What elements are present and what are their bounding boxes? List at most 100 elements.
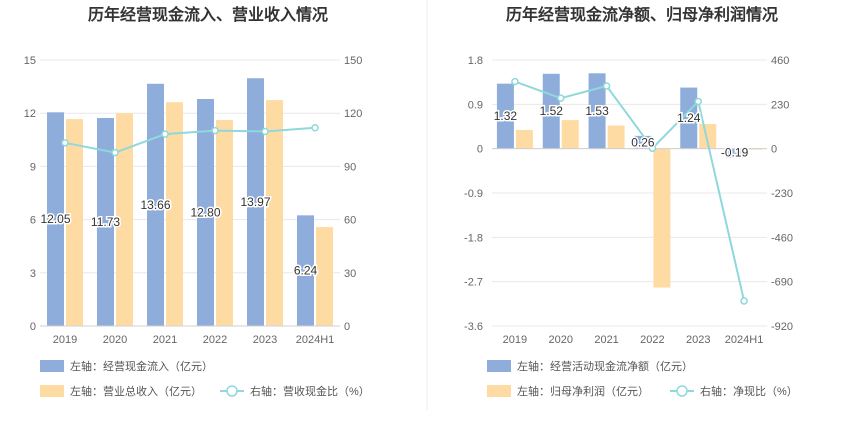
series-0-bar xyxy=(680,87,698,149)
series-0-data-label: 13.97 xyxy=(240,195,270,209)
legend-swatch-bar xyxy=(487,385,511,397)
x-axis-tick-label: 2020 xyxy=(103,334,127,346)
legend-label: 右轴：营收现金比（%） xyxy=(250,384,370,398)
series-1-bar xyxy=(607,125,625,149)
left-axis-tick-label: -2.7 xyxy=(464,277,483,289)
legend-label: 左轴：归母净利润（亿元） xyxy=(517,384,649,398)
x-axis-tick-label: 2024H1 xyxy=(725,334,764,346)
series-2-line xyxy=(64,126,316,154)
series-2-point xyxy=(557,94,565,102)
right-axis-tick-label: -690 xyxy=(771,277,793,289)
series-2-line xyxy=(514,80,746,302)
series-0-bar xyxy=(297,215,314,326)
series-2-point xyxy=(61,139,69,147)
left-axis-tick-label: 1.8 xyxy=(468,55,483,67)
left-axis-tick-label: 3 xyxy=(30,268,36,280)
series-0-data-label: 11.73 xyxy=(91,215,120,229)
series-0-bar xyxy=(726,148,744,159)
left-axis-tick-label: 15 xyxy=(24,55,36,67)
series-1-bar xyxy=(116,113,133,326)
series-0-bar xyxy=(97,117,114,326)
series-2-point xyxy=(311,123,319,132)
legend-swatch-bar xyxy=(40,385,64,397)
left-axis-tick-label: 6 xyxy=(30,215,36,227)
legend-swatch-point xyxy=(226,385,238,397)
series-2-point xyxy=(511,77,519,86)
x-axis-tick-label: 2022 xyxy=(640,334,664,346)
x-axis-tick-label: 2019 xyxy=(53,334,77,346)
series-0-data-label: 1.24 xyxy=(677,111,701,125)
right-axis-tick-label: 150 xyxy=(344,55,362,67)
series-0-data-label: -0.19 xyxy=(721,146,749,160)
legend-label: 左轴：经营活动现金流净额（亿元） xyxy=(517,359,693,373)
series-0-data-label: 1.52 xyxy=(540,104,564,118)
right-axis-tick-label: 30 xyxy=(344,268,356,280)
x-axis-tick-label: 2022 xyxy=(203,334,227,346)
legend-label: 右轴：净现比（%） xyxy=(700,384,798,398)
series-0-bar xyxy=(147,83,164,326)
series-0-data-label: 1.53 xyxy=(585,104,609,118)
legend-swatch-bar xyxy=(40,360,64,372)
legend-label: 左轴：营业总收入（亿元） xyxy=(70,384,202,398)
x-axis-tick-label: 2023 xyxy=(686,334,710,346)
series-0-bar xyxy=(496,83,514,149)
series-2-point xyxy=(161,130,169,138)
series-0-data-label: 0.26 xyxy=(631,136,655,150)
series-0-bar xyxy=(47,112,64,327)
right-axis-tick-label: 0 xyxy=(344,321,350,333)
right-axis-tick-label: 60 xyxy=(344,215,356,227)
legend-swatch-point xyxy=(676,385,688,397)
left-axis-tick-label: -1.8 xyxy=(464,232,483,244)
series-1-bar xyxy=(266,100,283,326)
chart-title: 历年经营现金流入、营业收入情况 xyxy=(88,5,328,24)
series-1-bar xyxy=(66,119,83,326)
legend-swatch-bar xyxy=(487,360,511,372)
series-0-data-label: 12.80 xyxy=(190,206,220,220)
series-1-bar xyxy=(515,129,533,149)
left-axis-tick-label: 0 xyxy=(477,144,483,156)
left-axis-tick-label: 12 xyxy=(24,108,36,120)
series-0-data-label: 6.24 xyxy=(294,264,318,278)
x-axis-tick-label: 2020 xyxy=(549,334,573,346)
series-0-data-label: 12.05 xyxy=(40,212,70,226)
series-2-point xyxy=(261,127,269,136)
chart-title: 历年经营现金流净额、归母净利润情况 xyxy=(506,5,778,24)
series-1-bar xyxy=(561,120,579,149)
series-0-bar xyxy=(247,78,264,326)
series-2-point xyxy=(648,144,657,153)
series-2-point xyxy=(111,148,119,157)
right-axis-tick-label: 120 xyxy=(344,108,362,120)
series-2-point xyxy=(211,126,219,135)
left-axis-tick-label: 0.9 xyxy=(468,99,483,111)
series-1-bar xyxy=(699,124,717,149)
series-0-bar xyxy=(588,73,606,149)
series-2-point xyxy=(740,297,748,305)
x-axis-tick-label: 2021 xyxy=(594,334,618,346)
series-2-point xyxy=(694,97,702,106)
right-axis-tick-label: -920 xyxy=(771,321,793,333)
series-0-data-label: 13.66 xyxy=(140,198,170,212)
legend-label: 左轴：经营现金流入（亿元） xyxy=(70,359,213,373)
left-axis-tick-label: 9 xyxy=(30,161,36,173)
x-axis-tick-label: 2024H1 xyxy=(296,334,335,346)
left-axis-tick-label: -0.9 xyxy=(464,188,483,200)
right-axis-tick-label: 460 xyxy=(771,55,789,67)
right-axis-tick-label: -230 xyxy=(771,188,793,200)
series-1-bar xyxy=(216,119,233,327)
series-1-bar xyxy=(166,102,183,327)
series-0-data-label: 1.32 xyxy=(494,109,518,123)
right-axis-tick-label: 230 xyxy=(771,99,789,111)
right-axis-tick-label: 0 xyxy=(771,144,777,156)
series-1-bar xyxy=(316,227,333,326)
series-0-bar xyxy=(197,99,214,326)
left-axis-tick-label: 0 xyxy=(30,321,36,333)
series-1-bar xyxy=(653,148,671,288)
x-axis-tick-label: 2023 xyxy=(253,334,277,346)
x-axis-tick-label: 2019 xyxy=(503,334,527,346)
series-0-bar xyxy=(634,135,652,149)
left-axis-tick-label: -3.6 xyxy=(464,321,483,333)
series-2-point xyxy=(602,82,611,90)
right-axis-tick-label: -460 xyxy=(771,232,793,244)
x-axis-tick-label: 2021 xyxy=(153,334,177,346)
